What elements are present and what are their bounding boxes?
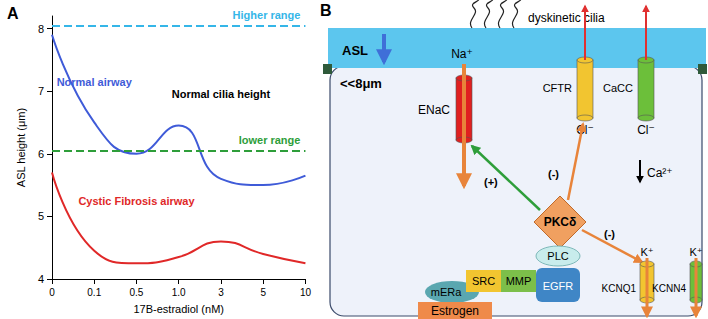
svg-text:8: 8: [38, 23, 44, 35]
svg-text:K⁺: K⁺: [689, 246, 702, 258]
svg-text:6: 6: [38, 148, 44, 160]
svg-text:Na⁺: Na⁺: [451, 47, 473, 61]
svg-text:Cl⁻: Cl⁻: [576, 123, 594, 137]
svg-text:Higher range: Higher range: [233, 9, 301, 21]
svg-text:7: 7: [38, 85, 44, 97]
svg-text:SRC: SRC: [472, 275, 495, 287]
svg-text:(-): (-): [548, 168, 559, 180]
svg-text:Normal airway: Normal airway: [56, 75, 132, 88]
svg-text:A: A: [7, 5, 19, 22]
svg-text:ASL: ASL: [342, 43, 368, 58]
svg-text:ASL height (μm): ASL height (μm): [15, 108, 27, 187]
svg-text:(+): (+): [484, 176, 498, 188]
svg-text:5: 5: [260, 287, 266, 298]
svg-text:(-): (-): [604, 228, 615, 240]
svg-text:10: 10: [300, 287, 312, 298]
svg-text:Ca²⁺: Ca²⁺: [647, 166, 673, 180]
svg-text:1.0: 1.0: [172, 287, 186, 298]
svg-text:<<8μm: <<8μm: [340, 76, 382, 91]
svg-text:KCNN4: KCNN4: [652, 283, 686, 294]
svg-text:mERa: mERa: [431, 286, 462, 298]
svg-text:lower range: lower range: [239, 134, 301, 146]
svg-text:0: 0: [49, 287, 55, 298]
svg-text:5: 5: [38, 210, 44, 222]
svg-text:Cl⁻: Cl⁻: [637, 123, 655, 137]
svg-text:dyskinetic cilia: dyskinetic cilia: [528, 11, 605, 25]
svg-text:PKCδ: PKCδ: [544, 215, 577, 229]
svg-text:CFTR: CFTR: [543, 82, 572, 94]
svg-text:Normal cilia height: Normal cilia height: [172, 88, 271, 100]
svg-text:0.1: 0.1: [87, 287, 101, 298]
svg-text:EGFR: EGFR: [543, 280, 574, 292]
svg-text:ENaC: ENaC: [418, 103, 450, 117]
svg-text:K⁺: K⁺: [640, 246, 653, 258]
svg-text:3: 3: [218, 287, 224, 298]
svg-text:PLC: PLC: [547, 250, 568, 262]
svg-text:MMP: MMP: [506, 275, 532, 287]
svg-text:KCNQ1: KCNQ1: [602, 283, 637, 294]
svg-text:Cystic Fibrosis airway: Cystic Fibrosis airway: [78, 195, 195, 207]
svg-text:Estrogen: Estrogen: [431, 304, 479, 318]
svg-text:4: 4: [38, 273, 44, 285]
svg-text:0.5: 0.5: [130, 287, 144, 298]
svg-text:17B-estradiol (nM): 17B-estradiol (nM): [133, 303, 223, 315]
svg-text:B: B: [320, 2, 332, 19]
svg-text:CaCC: CaCC: [603, 82, 633, 94]
